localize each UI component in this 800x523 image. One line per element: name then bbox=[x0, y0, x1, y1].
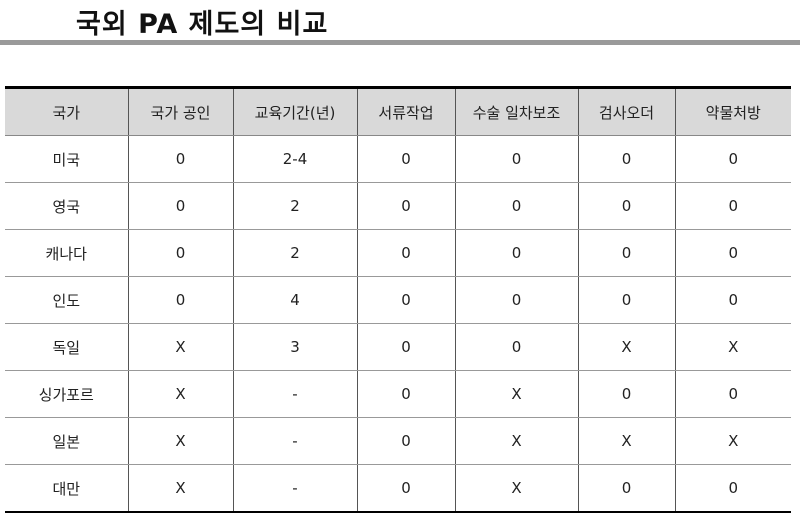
table-row: 캐나다 0 2 0 0 0 0 bbox=[5, 229, 791, 277]
table-cell: 0 bbox=[127, 229, 233, 277]
table-row: 영국 0 2 0 0 0 0 bbox=[5, 182, 791, 230]
table-cell: 독일 bbox=[5, 323, 128, 371]
table-cell: 0 bbox=[356, 417, 455, 465]
table-cell: 미국 bbox=[5, 135, 128, 183]
table-cell: 2 bbox=[232, 182, 357, 230]
column-header: 교육기간(년) bbox=[232, 87, 357, 136]
table-cell: 0 bbox=[454, 182, 578, 230]
title-divider bbox=[0, 40, 800, 45]
table-cell: X bbox=[454, 370, 578, 418]
table-cell: X bbox=[577, 417, 675, 465]
table-cell: - bbox=[232, 370, 357, 418]
table-row: 일본 X -0 X X X bbox=[5, 417, 791, 465]
table-cell: X bbox=[127, 323, 233, 371]
table-cell: 0 bbox=[577, 464, 675, 513]
table-cell: 0 bbox=[454, 276, 578, 324]
table-cell: 0 bbox=[454, 229, 578, 277]
table-cell: X bbox=[127, 417, 233, 465]
table-cell: X bbox=[454, 464, 578, 513]
table-cell: X bbox=[674, 417, 791, 465]
table-cell: X bbox=[674, 323, 791, 371]
table-cell: 3 bbox=[232, 323, 357, 371]
table-cell: 싱가포르 bbox=[5, 370, 128, 418]
table-cell: - bbox=[232, 417, 357, 465]
column-header: 검사오더 bbox=[577, 87, 675, 136]
table-cell: 0 bbox=[356, 182, 455, 230]
table-cell: 0 bbox=[127, 182, 233, 230]
table-cell: 0 bbox=[127, 135, 233, 183]
table-cell: 0 bbox=[577, 229, 675, 277]
table-cell: 0 bbox=[577, 370, 675, 418]
table-cell: - bbox=[232, 464, 357, 513]
table-cell: 0 bbox=[356, 370, 455, 418]
table-cell: 일본 bbox=[5, 417, 128, 465]
table-cell: 0 bbox=[356, 276, 455, 324]
table-cell: 대만 bbox=[5, 464, 128, 513]
table-row: 인도 0 4 0 0 0 0 bbox=[5, 276, 791, 324]
column-header: 약물처방 bbox=[674, 87, 791, 136]
table-cell: X bbox=[577, 323, 675, 371]
table-cell: 0 bbox=[674, 370, 791, 418]
comparison-table: 국가 국가 공인 교육기간(년) 서류작업 수술 일차보조 검사오더 약물처방 미국 0 2-4… bbox=[5, 86, 791, 513]
table-cell: 0 bbox=[577, 182, 675, 230]
table-cell: 2-4 bbox=[232, 135, 357, 183]
table-cell: 0 bbox=[454, 323, 578, 371]
table-cell: 0 bbox=[577, 135, 675, 183]
table-cell: 인도 bbox=[5, 276, 128, 324]
column-header: 국가 공인 bbox=[127, 87, 233, 136]
table-cell: 캐나다 bbox=[5, 229, 128, 277]
table-cell: 0 bbox=[674, 276, 791, 324]
table-cell: 0 bbox=[356, 464, 455, 513]
header-row: 국가 국가 공인 교육기간(년) 서류작업 수술 일차보조 검사오더 약물처방 bbox=[5, 87, 791, 136]
column-header: 수술 일차보조 bbox=[454, 87, 578, 136]
table-cell: X bbox=[454, 417, 578, 465]
table-row: 미국 0 2-4 0 0 0 0 bbox=[5, 135, 791, 183]
table-cell: 4 bbox=[232, 276, 357, 324]
table-cell: 0 bbox=[674, 229, 791, 277]
page-title: 국외 PA 제도의 비교 bbox=[76, 9, 329, 40]
table-cell: 0 bbox=[577, 276, 675, 324]
table-cell: 2 bbox=[232, 229, 357, 277]
table-row: 싱가포르 X -0 X 0 0 bbox=[5, 370, 791, 418]
table-cell: 0 bbox=[674, 182, 791, 230]
table-row: 대만 X -0 X 0 0 bbox=[5, 464, 791, 513]
table-cell: 0 bbox=[674, 135, 791, 183]
table-cell: 0 bbox=[674, 464, 791, 513]
table-cell: 0 bbox=[127, 276, 233, 324]
table-cell: 0 bbox=[454, 135, 578, 183]
table-cell: 0 bbox=[356, 135, 455, 183]
table-cell: X bbox=[127, 370, 233, 418]
table-cell: 0 bbox=[356, 323, 455, 371]
column-header: 서류작업 bbox=[356, 87, 455, 136]
table-cell: X bbox=[127, 464, 233, 513]
table-row: 독일 X 3 0 0 X X bbox=[5, 323, 791, 371]
table-cell: 영국 bbox=[5, 182, 128, 230]
column-header: 국가 bbox=[5, 87, 128, 136]
table-cell: 0 bbox=[356, 229, 455, 277]
